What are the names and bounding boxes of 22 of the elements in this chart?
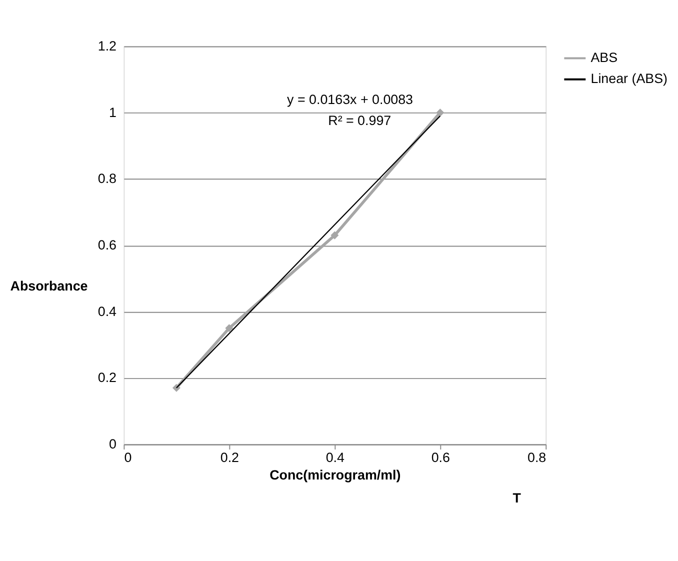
point [436, 108, 444, 117]
y-tick-label: 1 [109, 104, 117, 120]
y-tick-label: 0.4 [98, 304, 118, 319]
y-tick-label: 0.6 [98, 238, 117, 253]
text: T [512, 490, 522, 506]
x-tick-label: 0.4 [326, 450, 346, 465]
x-axis-title: Conc(microgram/ml) [270, 467, 401, 482]
point [330, 231, 339, 240]
x-tick-label: 0 [124, 450, 132, 465]
point [225, 324, 234, 332]
x-tick-label: 0.2 [220, 450, 239, 465]
x-tick-label: 0.8 [528, 450, 546, 465]
legend-label: ABS [590, 50, 618, 66]
y-tick-label: 0.8 [98, 171, 117, 186]
y-tick-label: 1.2 [98, 38, 117, 54]
y-tick-label: 0 [109, 436, 117, 452]
annotation: R² = 0.997 [328, 112, 392, 128]
y-axis-title: Absorbance [10, 278, 88, 294]
legend-label: Linear (ABS) [590, 71, 668, 86]
annotation: y = 0.0163x + 0.0083 [287, 92, 414, 107]
y-tick-label: 0.2 [98, 370, 117, 386]
x-tick-label: 0.6 [431, 450, 450, 465]
